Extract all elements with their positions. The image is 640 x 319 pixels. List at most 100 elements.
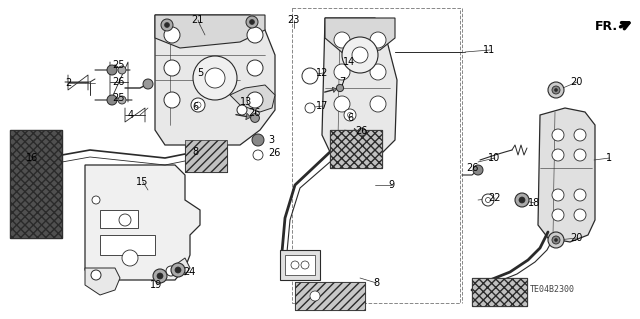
Circle shape [253,150,263,160]
Circle shape [554,239,557,241]
Text: 6: 6 [192,102,198,112]
Bar [292,8,460,303]
Circle shape [164,23,170,27]
Text: 25: 25 [112,60,125,70]
Circle shape [344,109,356,121]
Text: 26: 26 [248,108,260,118]
Text: 26: 26 [268,148,280,158]
Polygon shape [322,18,397,162]
Text: TE04B2300: TE04B2300 [530,286,575,294]
Circle shape [247,60,263,76]
Circle shape [482,194,494,206]
Circle shape [515,193,529,207]
Circle shape [119,214,131,226]
Circle shape [171,263,185,277]
Text: 7: 7 [339,77,345,87]
Circle shape [334,96,350,112]
Circle shape [370,64,386,80]
Circle shape [348,113,353,117]
Circle shape [247,27,263,43]
Circle shape [175,267,181,273]
Circle shape [574,149,586,161]
Circle shape [107,65,117,75]
Text: 2: 2 [65,78,71,88]
Circle shape [352,47,368,63]
Text: 13: 13 [240,97,252,107]
Circle shape [247,92,263,108]
Bar [299,286,327,306]
Bar [472,278,527,306]
Text: 20: 20 [570,77,582,87]
Text: 1: 1 [606,153,612,163]
Polygon shape [85,268,120,295]
Text: 23: 23 [287,15,300,25]
Text: 16: 16 [26,153,38,163]
Text: 26: 26 [355,126,367,136]
Circle shape [473,165,483,175]
Circle shape [118,66,126,74]
Bar [280,250,320,280]
Polygon shape [332,85,340,93]
Circle shape [91,270,101,280]
Circle shape [370,32,386,48]
Circle shape [291,261,299,269]
Circle shape [552,149,564,161]
Polygon shape [325,18,395,55]
Text: 24: 24 [183,267,195,277]
Circle shape [554,88,557,92]
Circle shape [107,95,117,105]
Circle shape [164,60,180,76]
Circle shape [552,86,560,94]
Bar [185,140,227,172]
Circle shape [92,196,100,204]
Circle shape [337,85,344,92]
Circle shape [552,236,560,244]
Circle shape [301,261,309,269]
Polygon shape [538,108,595,242]
Polygon shape [354,128,362,135]
Bar [185,140,227,172]
Circle shape [237,105,247,115]
Circle shape [195,102,201,108]
Text: 20: 20 [570,233,582,243]
Circle shape [548,232,564,248]
Bar [10,130,62,238]
Circle shape [250,19,255,25]
Text: 8: 8 [373,278,379,288]
Polygon shape [155,15,265,48]
Circle shape [358,128,366,136]
Circle shape [161,19,173,31]
Circle shape [252,134,264,146]
Bar [285,255,315,275]
Text: FR.: FR. [595,19,618,33]
Bar [10,130,62,238]
Bar [295,282,365,310]
Circle shape [334,64,350,80]
Bar [100,210,138,228]
Circle shape [205,68,225,88]
Circle shape [370,96,386,112]
Text: 15: 15 [136,177,148,187]
Circle shape [164,27,180,43]
Text: 21: 21 [191,15,204,25]
Bar [100,235,155,255]
Text: 14: 14 [343,57,355,67]
Circle shape [574,209,586,221]
Circle shape [552,129,564,141]
Polygon shape [155,15,275,145]
Circle shape [334,32,350,48]
Circle shape [193,56,237,100]
Polygon shape [246,113,255,121]
Text: 19: 19 [150,280,163,290]
Circle shape [191,98,205,112]
Text: 9: 9 [388,180,394,190]
Text: 6: 6 [347,113,353,123]
Text: 17: 17 [316,101,328,111]
Circle shape [118,96,126,104]
Bar [295,282,365,310]
Text: 18: 18 [528,198,540,208]
Bar [330,130,382,168]
Circle shape [486,197,490,203]
Text: 26: 26 [112,77,124,87]
Text: 4: 4 [128,110,134,120]
